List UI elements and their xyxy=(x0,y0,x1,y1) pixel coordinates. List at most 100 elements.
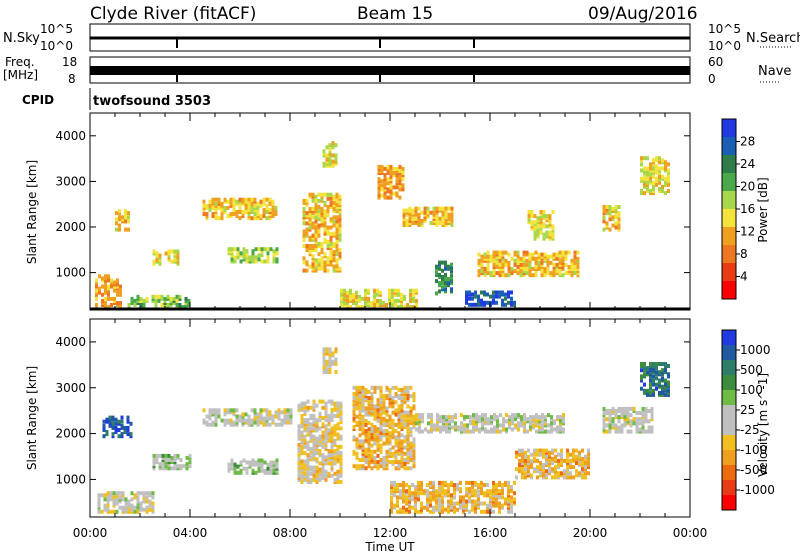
velocity-cell xyxy=(483,491,486,496)
power-cell xyxy=(326,244,330,248)
velocity-cell xyxy=(518,458,521,463)
velocity-cell xyxy=(527,473,530,478)
power-cell xyxy=(329,200,333,205)
velocity-cell xyxy=(136,505,140,510)
velocity-cell xyxy=(652,388,655,393)
power-cell xyxy=(386,169,390,173)
velocity-cell xyxy=(233,462,237,467)
power-cell xyxy=(605,223,609,228)
velocity-cell xyxy=(411,491,414,496)
power-cell xyxy=(329,248,333,253)
power-cell xyxy=(95,288,98,293)
power-cell xyxy=(477,258,481,263)
velocity-cell xyxy=(575,473,578,478)
power-cell xyxy=(432,218,436,223)
velocity-cell xyxy=(402,509,405,514)
velocity-cell xyxy=(391,431,395,436)
velocity-cell xyxy=(364,392,368,396)
power-cell xyxy=(450,262,453,267)
power-cell xyxy=(214,203,218,208)
velocity-cell xyxy=(409,420,413,425)
power-cell xyxy=(202,203,206,208)
velocity-cell xyxy=(322,361,326,366)
velocity-cell xyxy=(542,467,545,472)
velocity-cell xyxy=(456,507,459,512)
power-cell xyxy=(320,264,324,269)
velocity-cell xyxy=(388,451,392,456)
power-cell xyxy=(552,262,556,267)
velocity-cell xyxy=(111,421,115,426)
velocity-cell xyxy=(542,471,545,476)
velocity-cell xyxy=(124,509,128,514)
power-cell xyxy=(576,269,580,274)
power-cell xyxy=(317,209,321,214)
velocity-cell xyxy=(409,410,413,415)
power-cell xyxy=(395,191,399,196)
velocity-cell xyxy=(388,394,392,399)
velocity-cell xyxy=(247,422,251,427)
velocity-colorbar-swatch xyxy=(722,390,736,406)
velocity-cell xyxy=(403,439,407,444)
power-cell xyxy=(667,178,670,183)
velocity-cell xyxy=(315,418,319,423)
velocity-cell xyxy=(229,418,233,423)
velocity-cell xyxy=(358,410,362,415)
velocity-cell xyxy=(376,437,380,442)
velocity-cell xyxy=(575,469,578,474)
velocity-cell xyxy=(306,420,310,425)
velocity-cell xyxy=(327,414,331,418)
power-colorbar-tick-label: 24 xyxy=(740,157,755,171)
velocity-cell xyxy=(635,429,639,434)
power-cell xyxy=(483,273,487,278)
power-cell xyxy=(107,305,110,310)
power-cell xyxy=(323,215,327,220)
velocity-cell xyxy=(403,385,407,390)
power-cell xyxy=(314,227,318,232)
velocity-cell xyxy=(361,416,365,421)
velocity-cell xyxy=(263,468,267,473)
velocity-cell xyxy=(481,413,484,418)
velocity-cell xyxy=(268,410,272,415)
velocity-cell xyxy=(127,509,131,514)
velocity-cell xyxy=(532,415,535,420)
velocity-cell xyxy=(432,483,435,487)
velocity-cell xyxy=(239,462,243,467)
velocity-cell xyxy=(521,471,524,476)
velocity-cell xyxy=(297,424,301,429)
power-cell xyxy=(486,271,490,276)
velocity-cell xyxy=(361,389,365,394)
velocity-cell xyxy=(173,458,177,462)
power-cell xyxy=(552,271,556,276)
velocity-cell xyxy=(432,487,435,492)
power-cell xyxy=(166,294,170,299)
time-tick-label: 00:00 xyxy=(673,526,708,540)
power-cell xyxy=(608,205,612,209)
velocity-cell xyxy=(471,507,474,512)
power-cell xyxy=(314,231,318,236)
velocity-colorbar-swatch xyxy=(722,450,736,466)
velocity-cell xyxy=(334,361,338,366)
velocity-cell xyxy=(587,450,590,455)
power-cell xyxy=(107,276,110,281)
velocity-cell xyxy=(327,399,331,404)
power-colorbar-tick-label: 12 xyxy=(740,225,755,239)
velocity-cell xyxy=(614,429,618,434)
velocity-cell xyxy=(376,402,380,407)
velocity-cell xyxy=(315,447,319,451)
velocity-cell xyxy=(553,427,556,432)
velocity-cell xyxy=(130,497,134,502)
velocity-cell xyxy=(336,480,340,484)
velocity-cell xyxy=(523,421,526,426)
velocity-cell xyxy=(333,432,337,437)
velocity-cell xyxy=(220,418,224,423)
power-cell xyxy=(480,254,484,259)
velocity-cell xyxy=(445,415,448,420)
velocity-cell xyxy=(263,460,267,465)
power-cell xyxy=(314,239,318,244)
power-cell xyxy=(308,264,312,269)
velocity-cell xyxy=(120,432,124,437)
velocity-cell xyxy=(439,425,442,430)
velocity-cell xyxy=(306,444,310,449)
velocity-cell xyxy=(115,495,119,500)
velocity-cell xyxy=(426,497,429,502)
